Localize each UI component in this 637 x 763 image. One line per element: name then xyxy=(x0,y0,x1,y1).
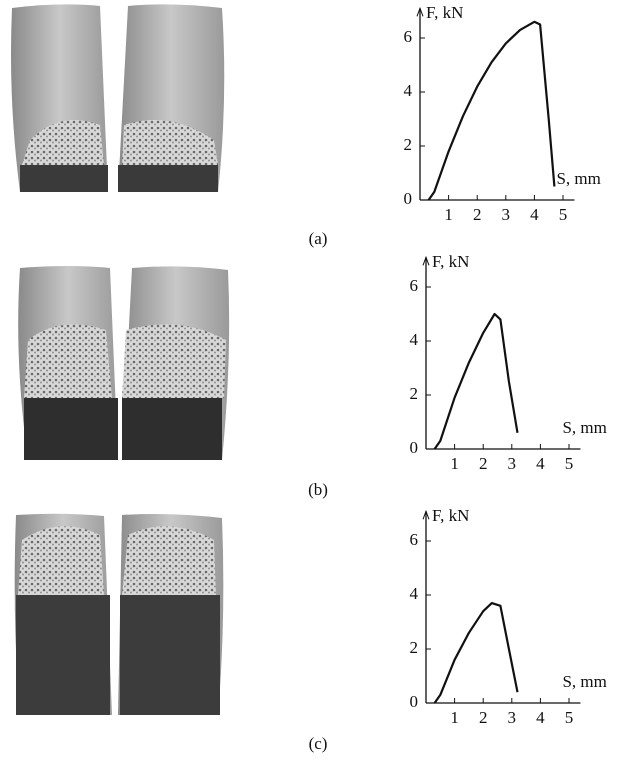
data-line xyxy=(433,602,519,704)
y-tick-label: 2 xyxy=(410,384,419,403)
y-tick-label: 4 xyxy=(410,330,419,349)
y-tick-label: 6 xyxy=(410,276,419,295)
y-tick-label: 0 xyxy=(404,189,413,208)
x-tick-label: 2 xyxy=(479,454,488,473)
x-axis-label: S, mm xyxy=(562,672,606,691)
data-line xyxy=(427,20,556,201)
axis-arrow xyxy=(422,255,430,266)
x-tick-label: 1 xyxy=(450,708,459,727)
panel-label: (b) xyxy=(308,480,328,499)
y-tick-label: 4 xyxy=(404,81,413,100)
y-axis-label: F, kN xyxy=(432,252,469,271)
x-tick-label: 1 xyxy=(450,454,459,473)
x-tick-label: 2 xyxy=(473,205,482,224)
data-line xyxy=(433,312,519,450)
specimen-photo xyxy=(11,4,225,193)
x-axis-label: S, mm xyxy=(556,169,600,188)
axis-arrow xyxy=(422,509,430,520)
x-tick-label: 3 xyxy=(508,454,517,473)
x-tick-label: 4 xyxy=(536,454,545,473)
panel-label: (a) xyxy=(309,229,328,248)
x-tick-label: 4 xyxy=(536,708,545,727)
y-tick-label: 2 xyxy=(404,135,413,154)
specimen-photo xyxy=(18,266,230,460)
x-tick-label: 1 xyxy=(444,205,453,224)
y-tick-label: 4 xyxy=(410,584,419,603)
y-tick-label: 6 xyxy=(410,530,419,549)
x-tick-label: 4 xyxy=(530,205,539,224)
x-axis-label: S, mm xyxy=(562,418,606,437)
x-tick-label: 2 xyxy=(479,708,488,727)
x-tick-label: 3 xyxy=(508,708,517,727)
y-tick-label: 0 xyxy=(410,438,419,457)
x-tick-label: 5 xyxy=(565,454,574,473)
specimen-photo xyxy=(14,513,224,715)
x-tick-label: 3 xyxy=(502,205,511,224)
y-tick-label: 6 xyxy=(404,27,413,46)
y-tick-label: 0 xyxy=(410,692,419,711)
y-tick-label: 2 xyxy=(410,638,419,657)
x-tick-label: 5 xyxy=(565,708,574,727)
axis-arrow xyxy=(416,6,424,17)
x-tick-label: 5 xyxy=(559,205,568,224)
panel-label: (c) xyxy=(309,734,328,753)
y-axis-label: F, kN xyxy=(432,506,469,525)
y-axis-label: F, kN xyxy=(426,3,463,22)
